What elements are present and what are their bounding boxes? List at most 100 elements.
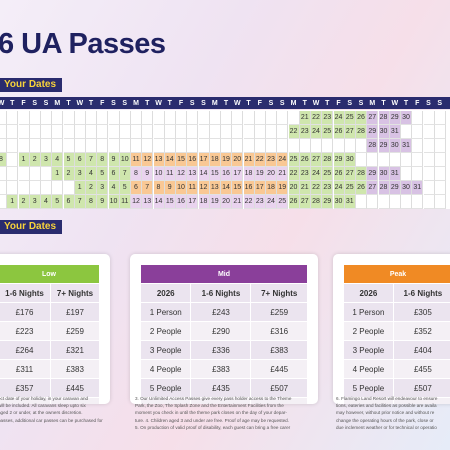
calendar-cell [0, 195, 7, 209]
price-cell: £569 [392, 397, 450, 404]
calendar-cell [277, 111, 289, 125]
calendar-cell [198, 139, 210, 153]
calendar-cell [52, 111, 64, 125]
calendar-cell [221, 111, 232, 125]
calendar-cell [187, 111, 199, 125]
price-cell: £305 [392, 302, 450, 322]
calendar-cell [142, 111, 154, 125]
calendar-cell: 9 [142, 167, 154, 181]
calendar-cell [198, 111, 210, 125]
calendar-cell [52, 139, 64, 153]
card-title: Peak [343, 264, 450, 284]
calendar-cell [423, 195, 435, 209]
price-cell: £321 [50, 340, 100, 360]
calendar-cell: 16 [187, 153, 199, 167]
price-cell: £336 [190, 340, 252, 360]
calendar-cell [187, 125, 199, 139]
calendar-cell: 16 [176, 195, 187, 209]
day-letter: M [54, 99, 61, 107]
calendar-cell: 11 [164, 167, 176, 181]
calendar-cell: 21 [299, 181, 311, 195]
calendar-cell [243, 111, 255, 125]
calendar-cell: 28 [378, 111, 390, 125]
calendar-cell: 17 [254, 181, 266, 195]
price-cell: £259 [250, 302, 308, 322]
calendar-cell [412, 167, 424, 181]
calendar-cell [0, 111, 7, 125]
calendar-cell [243, 139, 255, 153]
calendar-cell [356, 153, 367, 167]
price-cell: 1 Person [343, 302, 394, 322]
calendar-cell: 22 [288, 167, 300, 181]
calendar-cell [131, 111, 142, 125]
calendar-cell: 18 [243, 167, 255, 181]
calendar-cell: 27 [367, 181, 379, 195]
calendar-cell: 16 [243, 181, 255, 195]
calendar-cell [29, 125, 41, 139]
calendar-cell [164, 111, 176, 125]
card-header-row: Low [0, 264, 100, 284]
calendar-cell [52, 181, 64, 195]
calendar-cell [74, 139, 86, 153]
day-letter: M [290, 99, 297, 107]
price-cell: £507 [250, 378, 308, 398]
note-line: change the operating hours of the park, … [336, 417, 434, 423]
calendar-cell [164, 139, 176, 153]
title: 6 UA Passes [0, 28, 166, 60]
calendar-cell: 25 [322, 125, 334, 139]
calendar-cell: 27 [311, 153, 322, 167]
price-cell: 1 Person [139, 302, 192, 322]
calendar-cell [232, 139, 244, 153]
note-line: tions, eateries and facilities as possib… [336, 403, 437, 409]
calendar-cell: 22 [311, 181, 322, 195]
calendar-cell [254, 139, 266, 153]
calendar-cell [423, 125, 435, 139]
section-label: Your Dates [0, 220, 63, 234]
calendar-cell: 26 [333, 125, 345, 139]
calendar-cell [434, 181, 446, 195]
calendar-cell: 20 [232, 153, 244, 167]
price-row: £223 £259 [0, 321, 100, 341]
price-row: 3 People £404 [343, 340, 450, 360]
calendar-cell: 15 [164, 195, 176, 209]
calendar-cell: 30 [401, 111, 412, 125]
price-table: Low 1-6 Nights 7+ Nights £176 £197 £223 £259 £2… [0, 264, 100, 404]
calendar-cell [63, 139, 75, 153]
calendar-cell [0, 125, 7, 139]
calendar-cell [423, 139, 435, 153]
calendar-cell: 23 [322, 181, 334, 195]
calendar-cell: 31 [412, 181, 424, 195]
calendar-cell [164, 125, 176, 139]
calendar-cell [434, 111, 446, 125]
note-line: will be included. All caravans sleep upt… [0, 403, 86, 409]
calendar-cell [412, 195, 424, 209]
calendar-cell [209, 111, 221, 125]
calendar-cell [41, 125, 52, 139]
calendar-cell: 31 [401, 139, 412, 153]
calendar-cell [221, 139, 232, 153]
day-letter: S [111, 99, 116, 107]
calendar-cell: 4 [41, 195, 52, 209]
calendar-cell [412, 139, 424, 153]
section-label: Your Dates [0, 78, 63, 92]
calendar-cell: 13 [187, 167, 199, 181]
calendar-cell [119, 139, 131, 153]
price-cell: £398 [0, 397, 52, 404]
price-cell: £445 [50, 378, 100, 398]
calendar-cell: 11 [119, 195, 131, 209]
calendar-cell: 1 [52, 167, 64, 181]
day-letter: F [415, 99, 420, 107]
calendar-cell: 20 [221, 195, 232, 209]
calendar-cell: 18 [198, 195, 210, 209]
day-letter: S [279, 99, 285, 107]
day-letter: T [66, 99, 71, 107]
calendar-cell [153, 111, 165, 125]
day-letter: S [268, 99, 274, 107]
calendar-cell [412, 153, 424, 167]
calendar-cell: 11 [131, 153, 142, 167]
calendar-cell: 13 [209, 181, 221, 195]
card-title: Mid [140, 264, 308, 284]
calendar-cell [434, 195, 446, 209]
day-letter: W [233, 99, 241, 107]
calendar-cell: 8 [97, 153, 109, 167]
